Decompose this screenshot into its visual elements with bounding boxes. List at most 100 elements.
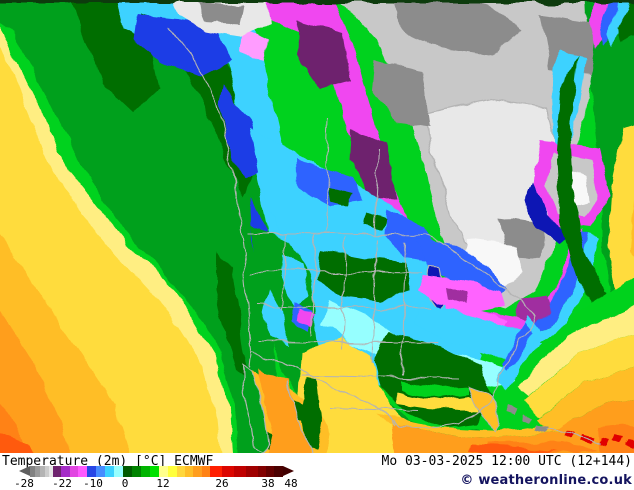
scale-segment-2	[40, 466, 45, 477]
scale-segment-9	[87, 466, 96, 477]
scale-tick-label: 48	[284, 477, 298, 490]
region-pacific-corner-hot	[0, 432, 36, 453]
region-island-hot-3	[599, 438, 610, 446]
region-arctic-islands-1	[394, 0, 522, 56]
scale-segment-26	[246, 466, 258, 477]
map-datetime: Mo 03-03-2025 12:00 UTC (12+144)	[381, 454, 632, 469]
region-atl-edge-gold	[630, 200, 634, 256]
scale-tick-label: 12	[156, 477, 170, 490]
scale-segment-29	[274, 466, 283, 477]
region-nw-pink	[241, 28, 269, 62]
border-pacific-coast	[167, 27, 253, 369]
scale-segment-16	[150, 466, 159, 477]
scale-segment-15	[141, 466, 150, 477]
scale-tick-label: 38	[261, 477, 275, 490]
region-west-coast-range	[216, 252, 252, 382]
region-west-of-bay-dark	[372, 59, 430, 126]
scale-segment-13	[123, 466, 132, 477]
region-ne-magenta-sliver	[588, 0, 611, 50]
region-island-hot-4	[613, 436, 624, 444]
scale-segment-4	[49, 466, 53, 477]
region-labrador-blue	[526, 180, 570, 242]
region-southeast-green-bright	[400, 380, 470, 398]
region-prairie-green-1	[328, 188, 352, 207]
legend-text-row: Temperature (2m) [°C] ECMWF Mo 03-03-202…	[2, 454, 632, 469]
scale-segment-14	[132, 466, 141, 477]
legend-bar: Temperature (2m) [°C] ECMWF Mo 03-03-202…	[0, 453, 634, 490]
border-gulf-coast	[391, 405, 490, 430]
scale-tick-label: -22	[52, 477, 72, 490]
scale-segment-27	[258, 466, 266, 477]
scale-segment-10	[96, 466, 105, 477]
border-state-v5	[401, 240, 407, 375]
region-gulf-gold-edge	[378, 406, 634, 439]
region-atl-gold-band	[538, 366, 634, 432]
border-east-coast	[488, 299, 537, 407]
region-rockies-cyan-1	[280, 254, 309, 306]
scale-segment-5	[53, 466, 61, 477]
region-ne-blue-sliver	[600, 0, 621, 44]
scale-segment-3	[45, 466, 49, 477]
map-title: Temperature (2m) [°C] ECMWF	[2, 454, 214, 469]
region-rockies-cyan-2	[263, 292, 288, 345]
scale-segment-25	[234, 466, 246, 477]
scale-segment-24	[222, 466, 234, 477]
region-prairie-blue-2	[384, 210, 433, 262]
temperature-map	[0, 0, 634, 453]
scale-tick-label: -10	[83, 477, 103, 490]
region-bahamas-3	[536, 424, 547, 433]
region-pacific-orange	[0, 311, 70, 453]
region-atl-orange-band	[547, 399, 634, 432]
border-cuba	[544, 428, 602, 444]
region-atl-pale-yellow-band	[516, 305, 634, 396]
region-lakes-purple	[444, 288, 468, 306]
scale-tick-label: 0	[121, 477, 129, 490]
temperature-map-svg	[0, 0, 634, 453]
region-bahamas-1	[506, 406, 518, 415]
color-scale-labels: -28 -22 -10 0 12 26 38 48	[14, 477, 319, 490]
border-state-h4	[299, 375, 459, 380]
region-atl-edge-yellow	[608, 124, 634, 299]
scale-arrow-left	[19, 466, 30, 476]
border-us-canada	[247, 232, 520, 301]
region-nw-purple-1	[296, 20, 350, 89]
scale-segment-6	[61, 466, 70, 477]
region-nw-purple-2	[350, 128, 397, 200]
border-state-v2	[311, 232, 317, 335]
scale-segment-18	[168, 466, 177, 477]
scale-segment-22	[202, 466, 210, 477]
region-nw-blue-2	[219, 84, 262, 181]
border-state-v3	[341, 235, 347, 349]
scale-segment-28	[266, 466, 274, 477]
region-colorado-magenta	[298, 308, 315, 326]
region-sierra-madre	[300, 378, 322, 448]
region-gulf-of-california	[258, 368, 312, 453]
region-bahamas-2	[522, 414, 533, 423]
region-map-top-edge	[0, 0, 634, 3]
border-state-h5	[329, 407, 421, 412]
scale-segment-17	[159, 466, 168, 477]
scale-tick-label: 26	[215, 477, 229, 490]
border-state-v4	[371, 237, 377, 363]
region-greenland-corner	[618, 0, 634, 40]
scale-segment-0	[30, 466, 35, 477]
scale-segment-21	[193, 466, 202, 477]
scale-segment-1	[35, 466, 40, 477]
scale-tick-label: -28	[14, 477, 34, 490]
scale-segment-19	[177, 466, 185, 477]
region-prairie-green-2	[366, 214, 386, 230]
scale-segment-8	[78, 466, 87, 477]
region-plains-dark-green	[316, 250, 412, 301]
coast-and-state-borders	[167, 27, 602, 453]
copyright: © weatheronline.co.uk	[460, 473, 632, 488]
scale-segment-23	[210, 466, 222, 477]
region-island-hot-5	[626, 441, 634, 449]
scale-arrow-right	[283, 466, 294, 476]
region-gulf-bottom-hot	[468, 446, 560, 453]
color-scale	[19, 466, 294, 477]
scale-segment-7	[70, 466, 78, 477]
border-province-1	[325, 117, 331, 233]
scale-segment-12	[114, 466, 123, 477]
border-province-2	[373, 149, 379, 235]
